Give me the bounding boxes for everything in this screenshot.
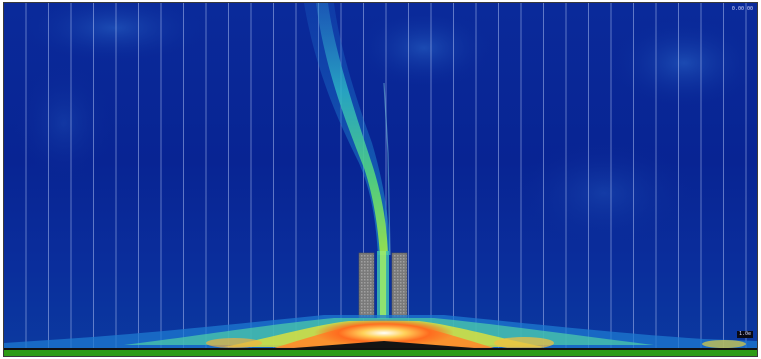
- secondary-jet: [383, 82, 391, 256]
- ground-mound: [294, 341, 474, 348]
- vortex-cloud: [514, 138, 694, 248]
- right-column: [391, 252, 408, 319]
- ground-base-line: [4, 348, 757, 350]
- flow-eddy: [494, 337, 554, 349]
- time-readout: 0.00 00: [731, 6, 753, 12]
- simulation-scene: 0.00 00 1.0e: [3, 2, 758, 357]
- vortex-cloud: [14, 63, 114, 183]
- plume-halo: [304, 3, 390, 255]
- flow-eddy: [206, 338, 262, 348]
- nozzle-jet-core: [380, 251, 386, 319]
- mesh-grid-lines: [25, 3, 747, 348]
- vortex-cloud: [609, 18, 757, 108]
- flow-eddy: [702, 340, 746, 348]
- plume-core: [316, 3, 388, 255]
- vortex-cloud: [19, 3, 209, 63]
- impingement-hotspot: [314, 319, 454, 347]
- scale-readout: 1.0e: [736, 331, 753, 338]
- simulation-canvas: [4, 3, 757, 356]
- left-column: [358, 252, 375, 319]
- vortex-cloud: [354, 8, 494, 88]
- ground-floor: [4, 350, 757, 356]
